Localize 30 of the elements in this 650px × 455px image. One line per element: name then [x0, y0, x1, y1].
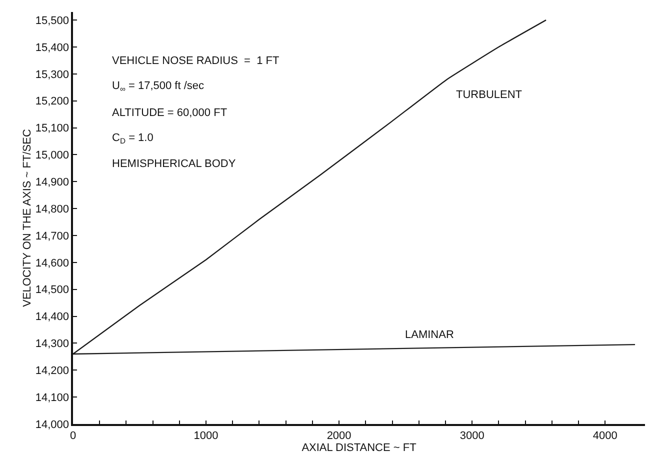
x-tick-label: 2000 [326, 430, 352, 442]
y-tick-label: 15,400 [35, 42, 70, 54]
x-tick-label: 0 [70, 430, 76, 442]
annotation: C$_{D}$ = 1.0 [112, 132, 154, 146]
y-tick-label: 14,000 [35, 418, 70, 431]
y-tick-label: 15,500 [35, 14, 70, 27]
y-tick-label: 14,900 [35, 176, 70, 188]
x-axis-title: AXIAL DISTANCE ~ FT [302, 442, 417, 454]
series-label: LAMINAR [405, 329, 454, 341]
y-tick-label: 14,600 [35, 257, 70, 270]
y-tick-label: 14,100 [35, 392, 70, 404]
annotation: U$_{∞}$ = 17,500 ft /sec [112, 80, 205, 94]
y-tick-label: 15,300 [35, 68, 70, 81]
x-tick-label: 3000 [460, 430, 484, 442]
annotation: VEHICLE NOSE RADIUS = 1 FT [112, 55, 280, 67]
y-tick-label: 14,500 [35, 284, 70, 296]
y-tick-label: 14,200 [35, 364, 70, 377]
annotation: ALTITUDE = 60,000 FT [112, 107, 228, 119]
x-tick-label: 1000 [194, 430, 218, 442]
y-tick-label: 14,400 [35, 311, 70, 324]
x-tick-label: 4000 [592, 430, 618, 442]
y-tick-label: 15,200 [35, 96, 70, 108]
y-tick-label: 15,000 [35, 150, 70, 162]
y-tick-label: 14,300 [35, 338, 70, 350]
y-tick-label: 14,700 [35, 230, 70, 242]
series-label: TURBULENT [456, 89, 522, 101]
y-axis-title: VELOCITY ON THE AXIS ~ FT/SEC [22, 129, 34, 307]
annotation: HEMISPHERICAL BODY [112, 158, 236, 170]
y-tick-label: 15,100 [35, 122, 70, 135]
y-tick-label: 14,800 [35, 203, 70, 216]
